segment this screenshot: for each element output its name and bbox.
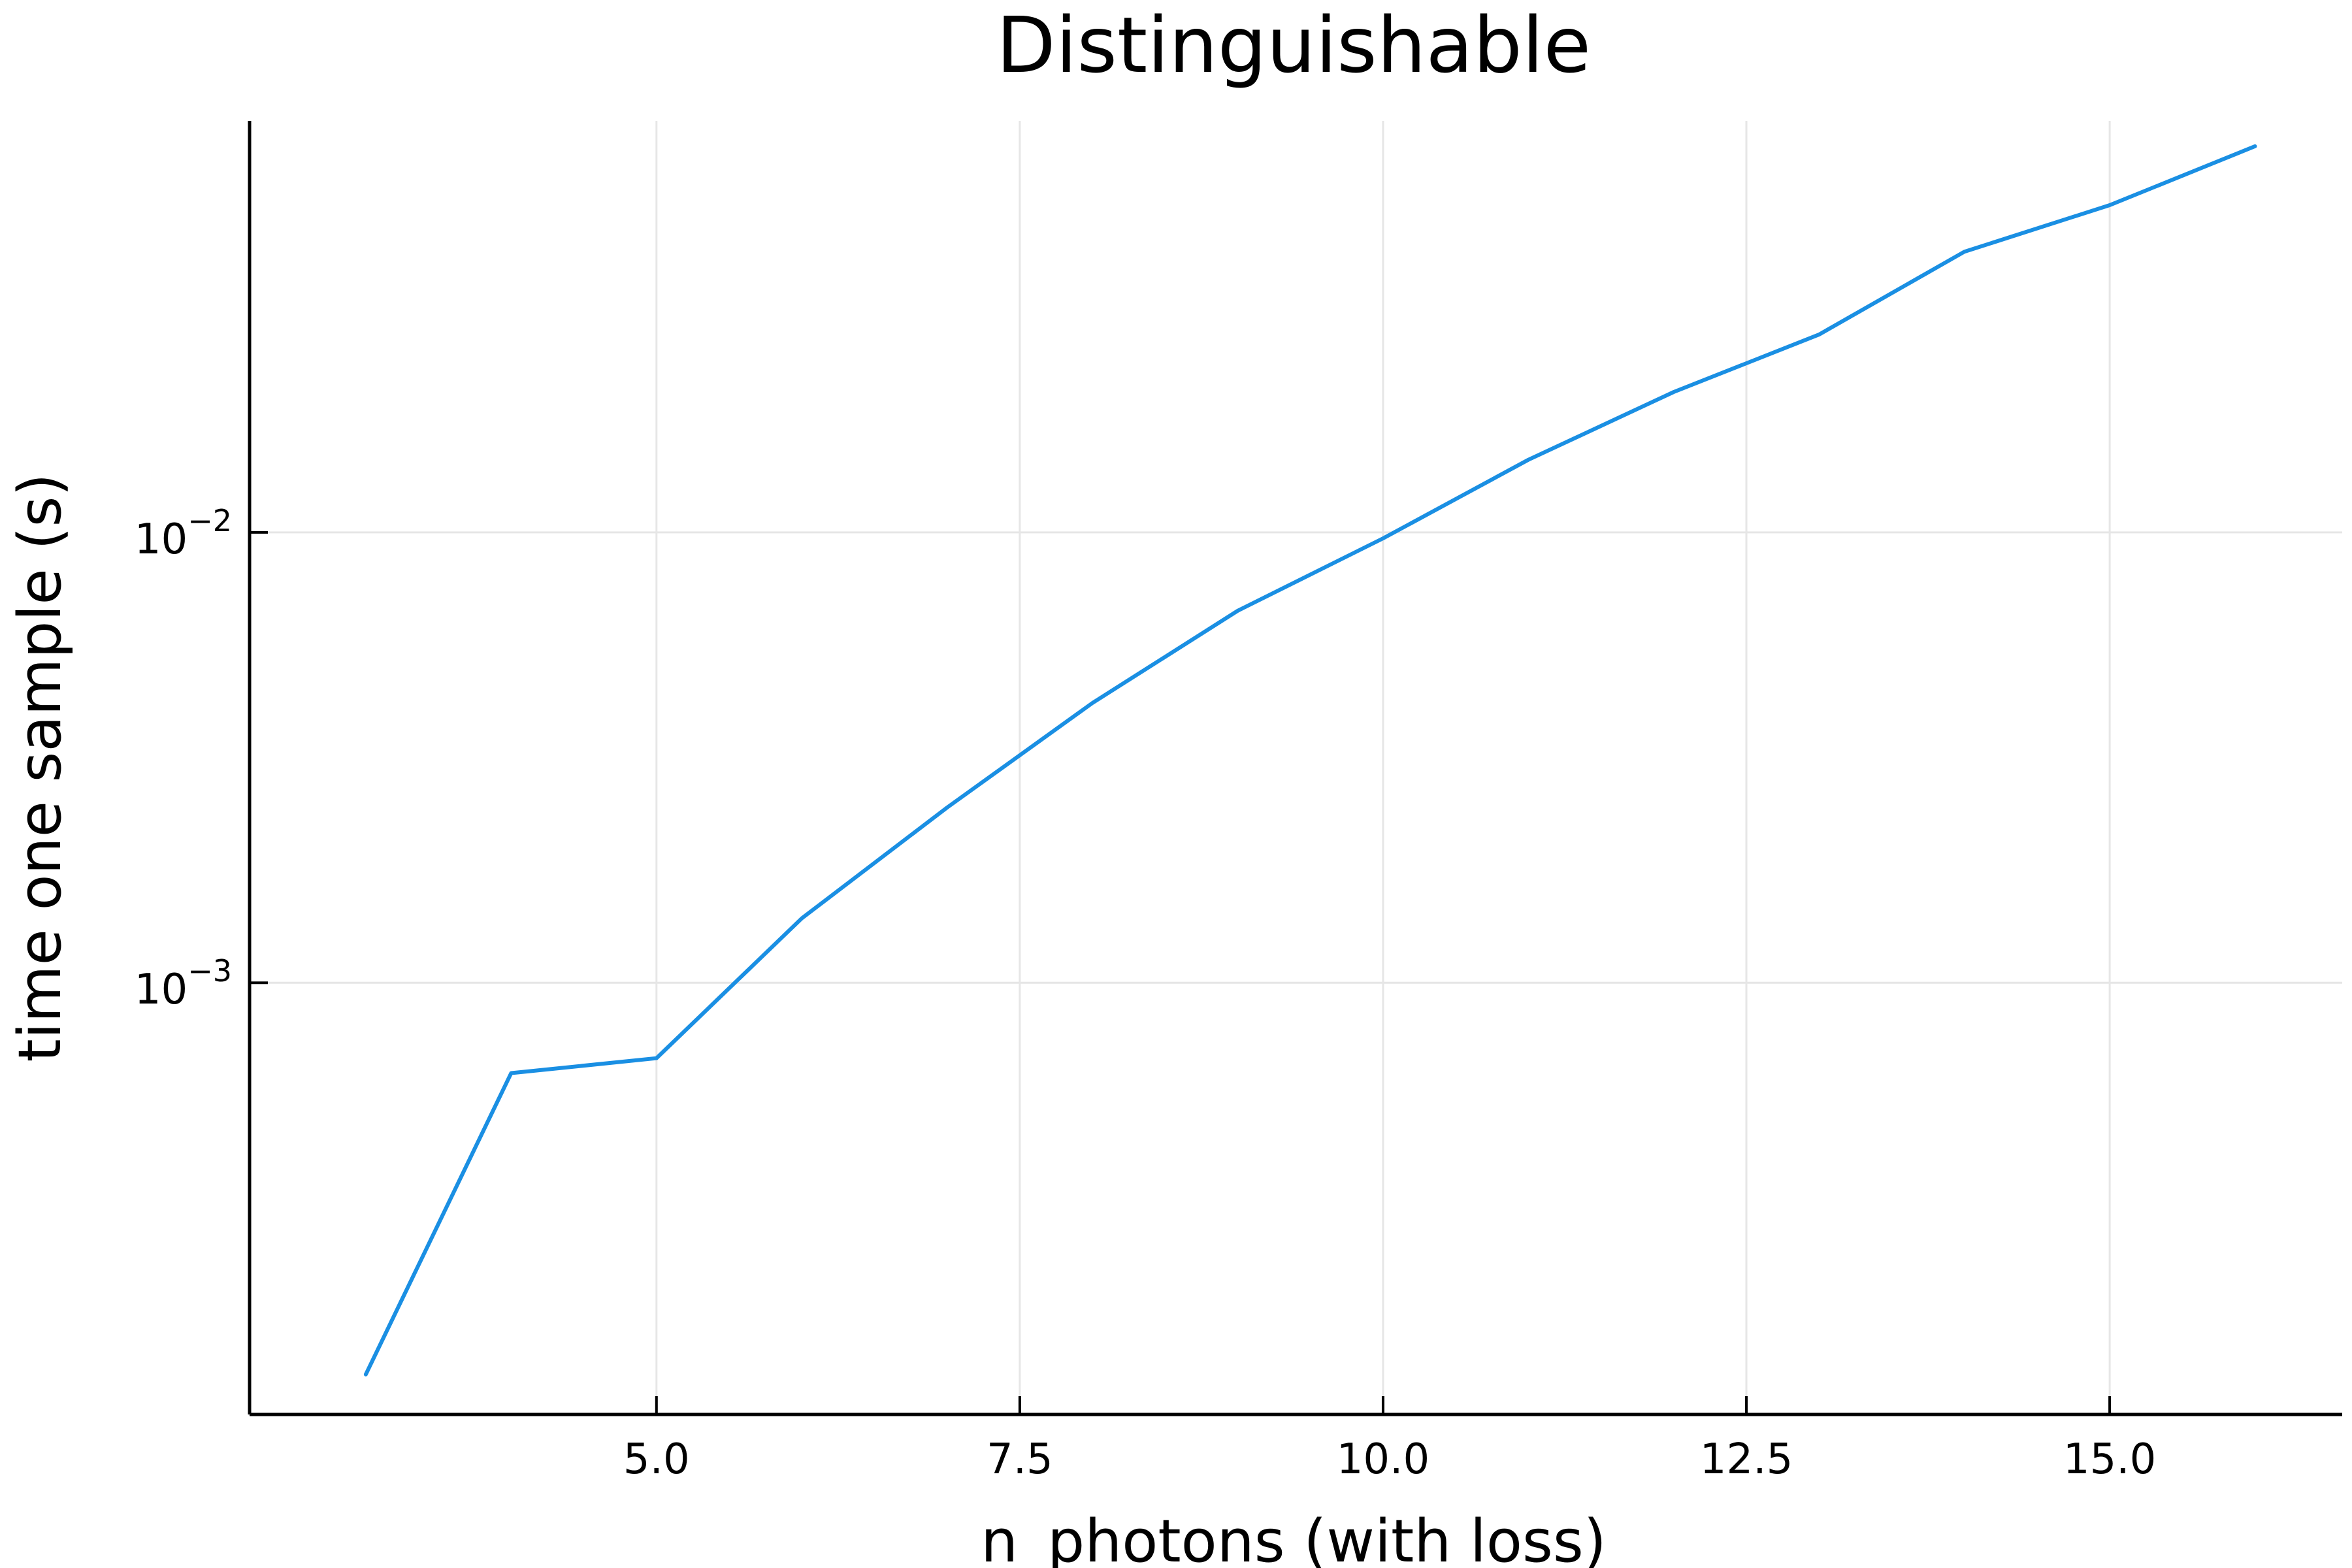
x-tick-label: 10.0 xyxy=(1337,1435,1430,1484)
x-tick-label: 12.5 xyxy=(1700,1435,1793,1484)
x-axis-label: n_photons (with loss) xyxy=(981,1507,1607,1568)
y-tick-label: 10−3 xyxy=(135,953,232,1014)
grid-lines xyxy=(250,121,2342,1414)
y-tick-base: 10 xyxy=(135,515,188,564)
series-line xyxy=(363,144,2257,1377)
x-tick-label: 15.0 xyxy=(2063,1435,2157,1484)
y-axis-ticks: 10−210−3 xyxy=(135,503,268,1014)
y-tick-base: 10 xyxy=(135,966,188,1014)
y-tick-exponent: −2 xyxy=(188,503,232,538)
x-tick-label: 5.0 xyxy=(623,1435,690,1484)
y-tick-label: 10−2 xyxy=(135,503,232,564)
y-tick-exponent: −3 xyxy=(188,953,232,988)
x-tick-label: 7.5 xyxy=(987,1435,1053,1484)
axes xyxy=(248,121,2342,1416)
x-axis-ticks: 5.0 7.5 10.0 12.5 15.0 xyxy=(623,1396,2156,1484)
series-layer xyxy=(363,144,2257,1377)
chart-title: Distinguishable xyxy=(996,0,1591,90)
y-axis-label: time one sample (s) xyxy=(6,474,74,1062)
